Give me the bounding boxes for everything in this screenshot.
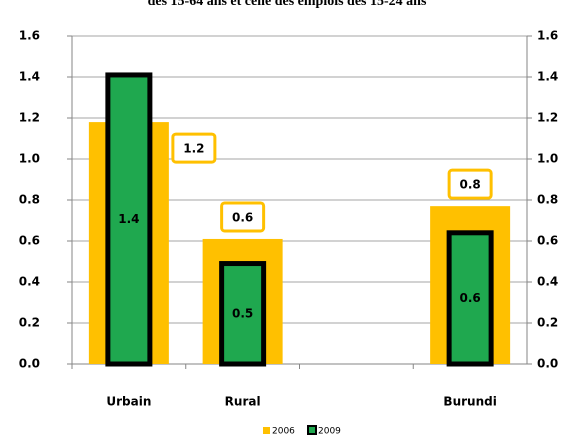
y2-tick-label: 1.6 — [537, 29, 558, 43]
bar-2009 — [446, 230, 494, 367]
chart-title: des 15-64 ans et celle des emplois des 1… — [148, 0, 427, 9]
legend-label: 2006 — [272, 427, 295, 437]
bar-2009 — [219, 261, 267, 367]
y2-tick-label: 0.0 — [537, 357, 558, 371]
y-tick-label: 1.2 — [19, 111, 40, 125]
legend-label: 2009 — [318, 427, 341, 437]
y2-tick-label: 0.4 — [537, 275, 558, 289]
y-tick-label: 1.6 — [19, 29, 40, 43]
legend-swatch — [307, 425, 317, 435]
value-label: 1.2 — [183, 142, 204, 156]
x-tick-label: Urbain — [106, 395, 151, 409]
y2-tick-label: 0.6 — [537, 234, 558, 248]
value-label-box — [171, 132, 217, 164]
y2-tick-label: 0.2 — [537, 316, 558, 330]
x-tick-label: Rural — [225, 395, 261, 409]
value-label: 0.5 — [232, 306, 253, 320]
value-label-box — [220, 201, 266, 233]
legend-swatch — [263, 427, 270, 434]
value-label: 0.8 — [459, 178, 480, 192]
value-label: 0.6 — [459, 291, 480, 305]
y-tick-label: 1.4 — [19, 70, 40, 84]
bar-2009 — [105, 72, 153, 367]
value-label: 0.6 — [232, 210, 253, 224]
y2-tick-label: 1.4 — [537, 70, 558, 84]
y-tick-label: 0.6 — [19, 234, 40, 248]
y2-tick-label: 1.0 — [537, 152, 558, 166]
y-tick-label: 0.0 — [19, 357, 40, 371]
y2-tick-label: 0.8 — [537, 193, 558, 207]
value-label: 1.4 — [118, 212, 139, 226]
x-tick-label: Burundi — [443, 395, 496, 409]
y-tick-label: 0.2 — [19, 316, 40, 330]
y-tick-label: 0.4 — [19, 275, 40, 289]
y-tick-label: 1.0 — [19, 152, 40, 166]
y2-tick-label: 1.2 — [537, 111, 558, 125]
y-tick-label: 0.8 — [19, 193, 40, 207]
value-label-box — [447, 168, 493, 200]
